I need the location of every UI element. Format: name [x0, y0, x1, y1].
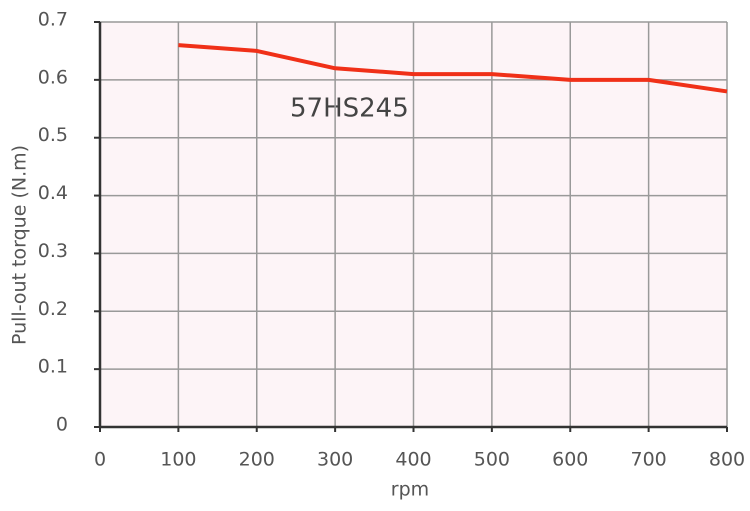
y-tick-label: 0.4: [38, 182, 68, 204]
y-tick-label: 0.2: [38, 298, 68, 320]
y-tick-label: 0.7: [38, 9, 68, 31]
x-tick-label: 700: [630, 449, 666, 471]
y-axis-label: Pull-out torque (N.m): [9, 145, 31, 345]
y-tick-label: 0.5: [38, 124, 68, 146]
y-tick-label: 0.6: [38, 66, 68, 88]
x-tick-label: 300: [317, 449, 353, 471]
x-tick-label: 200: [239, 449, 275, 471]
x-tick-label: 600: [552, 449, 588, 471]
x-tick-label: 800: [709, 449, 745, 471]
x-tick-label: 500: [474, 449, 510, 471]
y-tick-label: 0.1: [38, 356, 68, 378]
x-tick-label: 400: [395, 449, 431, 471]
data-line: [178, 43, 728, 94]
annotation: 57HS245: [290, 94, 409, 124]
x-tick-label: 100: [160, 449, 196, 471]
x-axis-label: rpm: [391, 479, 429, 501]
x-tick-label: 0: [94, 449, 106, 471]
y-tick-label: 0: [56, 414, 68, 436]
y-tick-label: 0.3: [38, 240, 68, 262]
